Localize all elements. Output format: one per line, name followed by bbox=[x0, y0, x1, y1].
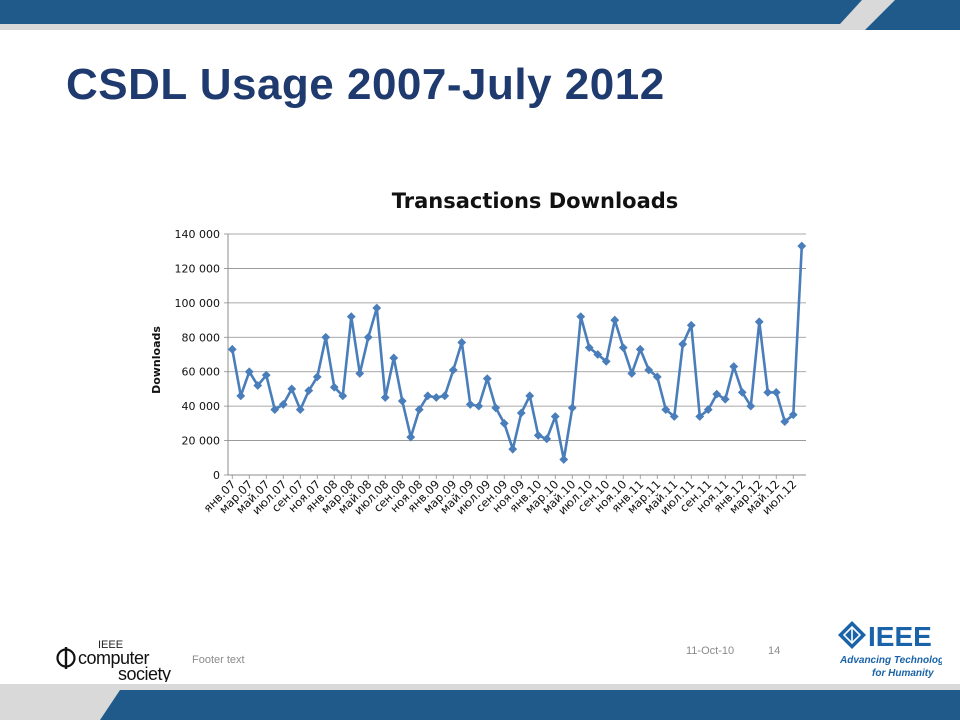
series-line bbox=[231, 246, 804, 461]
data-point bbox=[236, 391, 246, 401]
logo-ieee-text: IEEE bbox=[98, 639, 123, 651]
y-tick-label: 80 000 bbox=[182, 331, 221, 344]
y-tick-label: 100 000 bbox=[175, 297, 221, 310]
data-point bbox=[499, 418, 509, 428]
data-point bbox=[729, 362, 739, 371]
ieee-brand-text: IEEE bbox=[868, 621, 932, 652]
data-point bbox=[355, 369, 365, 378]
data-point bbox=[746, 401, 756, 411]
data-point bbox=[797, 241, 807, 251]
data-point bbox=[270, 405, 280, 414]
data-point bbox=[771, 387, 781, 397]
data-point bbox=[601, 356, 611, 366]
data-point bbox=[304, 386, 314, 396]
footer-text: Footer text bbox=[192, 654, 245, 666]
data-point bbox=[763, 387, 773, 397]
data-point bbox=[593, 350, 603, 359]
data-point bbox=[678, 339, 688, 349]
data-point bbox=[525, 391, 535, 401]
data-point bbox=[440, 391, 450, 401]
data-point bbox=[720, 394, 730, 404]
data-point bbox=[533, 431, 543, 440]
ieee-tagline-line2: for Humanity bbox=[872, 668, 934, 679]
downloads-line-chart: Transactions Downloads Downloads 0 20 000… bbox=[150, 189, 807, 517]
data-point bbox=[550, 412, 560, 421]
data-point bbox=[584, 343, 594, 353]
data-point bbox=[227, 344, 237, 354]
axes bbox=[224, 233, 806, 479]
data-point bbox=[516, 408, 526, 418]
data-point bbox=[261, 370, 271, 380]
y-tick-labels: 0 20 000 40 000 60 000 80 000 100 000 120 000 1… bbox=[175, 228, 221, 482]
slide-title: CSDL Usage 2007-July 2012 bbox=[66, 60, 665, 109]
data-point bbox=[414, 405, 424, 414]
data-point bbox=[652, 372, 662, 382]
x-tick-labels: янв.07мар.07май.07июл.07сен.07ноя.07янв.… bbox=[201, 477, 800, 517]
y-tick-label: 120 000 bbox=[175, 262, 221, 275]
data-point bbox=[363, 332, 373, 342]
data-point bbox=[635, 344, 645, 354]
logo-computer-text: computer bbox=[78, 648, 150, 668]
data-point bbox=[287, 384, 297, 394]
data-point bbox=[686, 320, 696, 330]
data-point bbox=[482, 374, 492, 383]
data-point bbox=[423, 391, 433, 401]
data-point bbox=[576, 312, 586, 322]
ieee-diamond-icon bbox=[838, 621, 866, 649]
computer-society-logo: IEEE computer society bbox=[56, 639, 172, 682]
data-point bbox=[312, 372, 322, 382]
data-point bbox=[644, 365, 654, 375]
data-point bbox=[253, 381, 263, 390]
series-downloads bbox=[227, 241, 807, 464]
data-point bbox=[244, 367, 254, 377]
ieee-logo: IEEE Advancing Technology for Humanity bbox=[838, 621, 942, 679]
data-point bbox=[780, 417, 790, 427]
y-tick-label: 140 000 bbox=[175, 228, 221, 241]
data-point bbox=[491, 403, 501, 413]
y-tick-label: 60 000 bbox=[182, 366, 221, 379]
data-point bbox=[457, 338, 467, 347]
data-point bbox=[610, 315, 620, 325]
logo-society-text: society bbox=[118, 664, 171, 682]
data-point bbox=[321, 332, 331, 342]
data-point bbox=[618, 343, 628, 353]
y-tick-label: 20 000 bbox=[182, 435, 221, 448]
page-number: 14 bbox=[768, 645, 781, 657]
header-bar bbox=[0, 0, 960, 30]
data-point bbox=[559, 455, 569, 464]
y-tick-label: 40 000 bbox=[182, 400, 221, 413]
gridlines bbox=[228, 233, 806, 441]
data-point bbox=[703, 405, 713, 414]
data-point bbox=[627, 369, 637, 378]
data-point bbox=[389, 353, 399, 363]
data-point bbox=[567, 403, 577, 413]
data-point bbox=[661, 405, 671, 414]
data-point bbox=[346, 312, 356, 322]
data-point bbox=[465, 400, 475, 409]
y-tick-label: 0 bbox=[213, 469, 220, 482]
y-axis-label: Downloads bbox=[150, 326, 163, 394]
data-point bbox=[380, 393, 390, 402]
data-point bbox=[448, 365, 458, 375]
footer-bar bbox=[0, 684, 960, 720]
data-point bbox=[712, 389, 722, 399]
data-point bbox=[508, 444, 518, 454]
data-point bbox=[669, 412, 679, 421]
data-point bbox=[737, 387, 747, 397]
data-point bbox=[295, 405, 305, 414]
footer-date: 11-Oct-10 bbox=[686, 645, 735, 657]
data-point bbox=[542, 434, 552, 444]
data-point bbox=[695, 412, 705, 421]
data-point bbox=[372, 303, 382, 313]
data-point bbox=[338, 391, 348, 401]
data-point bbox=[278, 400, 288, 409]
data-point bbox=[754, 317, 764, 327]
data-point bbox=[397, 396, 407, 406]
data-point bbox=[474, 401, 484, 411]
data-point bbox=[406, 432, 416, 442]
ieee-tagline-line1: Advancing Technology bbox=[839, 655, 942, 666]
chart-title: Transactions Downloads bbox=[392, 189, 679, 213]
data-point bbox=[431, 393, 441, 402]
